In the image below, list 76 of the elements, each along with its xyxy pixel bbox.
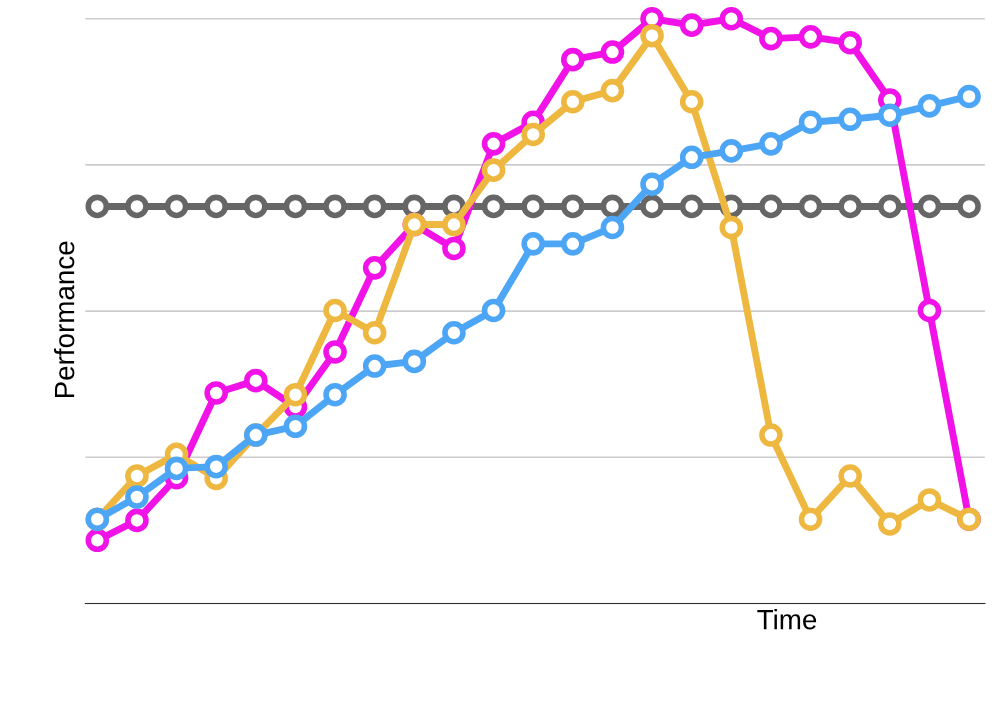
point (600, 194, 625, 219)
point (957, 194, 981, 219)
point (204, 381, 228, 405)
point (481, 132, 506, 156)
x-axis-title: Time (757, 609, 817, 630)
point (798, 194, 823, 219)
point (561, 232, 585, 256)
point (838, 30, 862, 55)
point (561, 89, 585, 114)
point (640, 172, 664, 197)
point (204, 194, 228, 219)
point (600, 78, 625, 103)
point (125, 194, 149, 219)
point (759, 132, 783, 156)
point (283, 414, 308, 439)
point (402, 349, 427, 374)
point (600, 40, 625, 64)
point (679, 89, 704, 114)
point (838, 194, 862, 219)
point (164, 194, 189, 219)
point (640, 194, 664, 219)
point (521, 122, 545, 147)
point (125, 485, 149, 509)
point (481, 158, 506, 182)
point (283, 382, 308, 407)
point (362, 354, 387, 378)
point (640, 23, 664, 48)
point (323, 194, 347, 219)
point (917, 298, 942, 323)
point (362, 320, 387, 345)
point (877, 512, 902, 536)
point (244, 194, 268, 219)
point (521, 194, 545, 219)
point (798, 507, 823, 532)
point (125, 464, 149, 488)
point (362, 194, 387, 219)
point (323, 298, 347, 323)
point (917, 194, 942, 219)
point (838, 464, 862, 488)
point (125, 508, 149, 533)
point (679, 13, 704, 37)
point (481, 298, 506, 323)
point (759, 194, 783, 219)
point (362, 256, 387, 280)
point (561, 47, 585, 72)
point (204, 454, 228, 479)
point (323, 340, 347, 364)
point (442, 320, 466, 345)
point (798, 110, 823, 135)
point (679, 194, 704, 219)
point (442, 212, 466, 237)
point (719, 215, 744, 240)
point (283, 194, 308, 219)
point (759, 423, 783, 447)
point (85, 194, 110, 219)
point (877, 103, 902, 128)
point (719, 139, 744, 163)
point (679, 145, 704, 170)
point (917, 94, 942, 118)
point (838, 107, 862, 132)
point (877, 194, 902, 219)
point (442, 236, 466, 261)
point (244, 368, 268, 393)
point (917, 488, 942, 512)
y-axis-title: Performance (54, 241, 75, 398)
point (759, 26, 783, 51)
point (600, 215, 625, 240)
point (85, 528, 110, 553)
point (561, 194, 585, 219)
point (719, 6, 744, 31)
point (323, 382, 347, 407)
point (957, 84, 981, 109)
point (798, 25, 823, 49)
point (164, 456, 189, 481)
point (481, 194, 506, 219)
point (521, 232, 545, 256)
